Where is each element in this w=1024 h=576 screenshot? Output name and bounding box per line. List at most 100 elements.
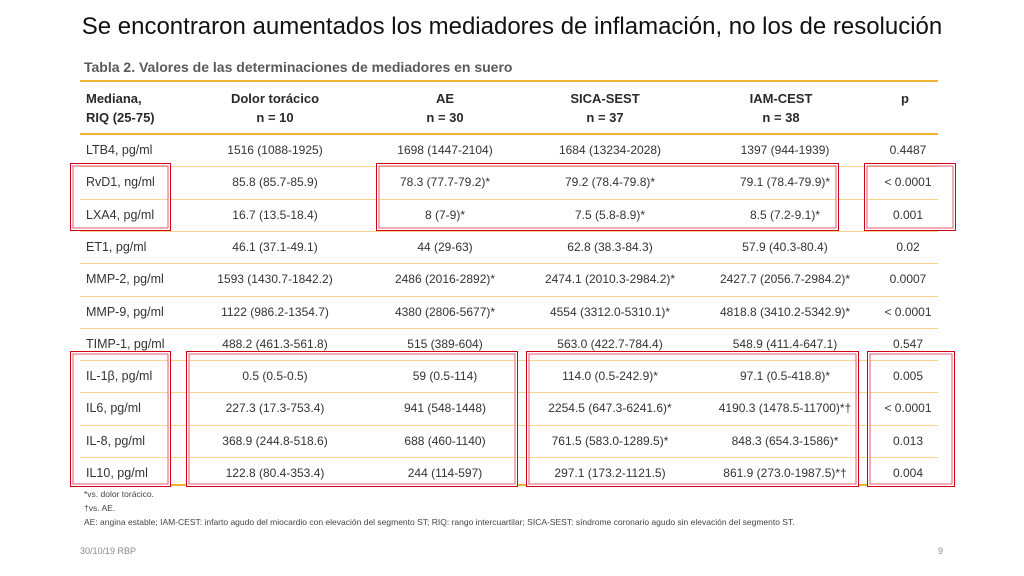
header-line-1: AE (435, 91, 455, 106)
header-label-col: Mediana, RIQ (25-75) (86, 89, 155, 127)
row-separator (80, 295, 938, 297)
row-separator (80, 230, 938, 232)
header-p: p (870, 89, 940, 108)
table-cell: 2474.1 (2010.3-2984.2)* (544, 272, 676, 287)
table-cell: 563.0 (422.7-784.4) (557, 336, 663, 351)
row-separator (80, 392, 938, 394)
table-cell: 114.0 (0.5-242.9)* (562, 369, 658, 384)
header-line-2: n = 30 (426, 110, 464, 125)
table-cell: 1516 (1088-1925) (227, 143, 323, 157)
highlight-box-values-top (376, 163, 839, 231)
row-separator (80, 166, 938, 168)
slide-date: 30/10/19 RBP (80, 546, 137, 556)
header-line-1: SICA-SEST (570, 91, 640, 106)
highlight-box-p-bottom (867, 351, 955, 487)
table-cell: 0.013 (892, 433, 924, 448)
row-label: IL10, pg/ml (86, 466, 148, 480)
row-label: LTB4, pg/ml (86, 143, 153, 157)
table-cell: 97.1 (0.5-418.8)* (739, 369, 831, 384)
bottom-rule (80, 484, 938, 486)
table-cell: 85.8 (85.7-85.9) (232, 175, 318, 190)
row-label: IL6, pg/ml (86, 401, 141, 416)
table-cell: 0.001 (892, 207, 924, 222)
table-cell: 78.3 (77.7-79.2)* (399, 175, 491, 190)
top-rule (80, 80, 938, 82)
table-cell: 1122 (986.2-1354.7) (221, 304, 329, 319)
highlight-box-labels-bottom (70, 351, 171, 487)
table-cell: 57.9 (40.3-80.4) (742, 239, 828, 254)
table-cell: 4380 (2806-5677)* (394, 304, 496, 319)
table-cell: 122.8 (80.4-353.4) (225, 466, 325, 480)
page-number: 9 (938, 546, 944, 556)
table-cell: 548.9 (411.4-647.1) (732, 336, 838, 351)
table-cell: 2486 (2016-2892)* (394, 272, 496, 287)
table-cell: 46.1 (37.1-49.1) (232, 239, 318, 254)
footnote-vs-dolor: *vs. dolor torácico. (84, 489, 154, 499)
table-cell: 1397 (944-1939) (740, 143, 830, 157)
row-label: IL-8, pg/ml (86, 433, 146, 448)
table-cell: 1593 (1430.7-1842.2) (217, 272, 333, 287)
footnote-abbreviations: AE: angina estable; IAM-CEST: infarto ag… (84, 517, 795, 527)
row-label: MMP-2, pg/ml (86, 272, 164, 287)
table-cell: 848.3 (654.3-1586)* (731, 433, 839, 448)
row-label: RvD1, ng/ml (86, 175, 155, 190)
table-cell: 0.005 (892, 369, 924, 384)
table-cell: 4554 (3312.0-5310.1)* (549, 304, 671, 319)
header-rule (80, 133, 938, 135)
table-caption: Tabla 2. Valores de las determinaciones … (84, 59, 513, 75)
table-cell: 4818.8 (3410.2-5342.9)* (719, 304, 851, 319)
highlight-box-values-bottom-left (186, 351, 518, 487)
header-line-2: n = 10 (256, 110, 294, 125)
table-cell: 0.0007 (889, 272, 927, 287)
row-separator (80, 457, 938, 458)
slide-title: Se encontraron aumentados los mediadores… (81, 13, 943, 40)
highlight-box-values-bottom-right (526, 351, 859, 487)
row-separator (80, 198, 938, 200)
header-ae: AE n = 30 (380, 89, 510, 127)
table-cell: 7.5 (5.8-8.9)* (574, 207, 646, 222)
table-cell: 368.9 (244.8-518.6) (222, 433, 328, 448)
table-cell: 761.5 (583.0-1289.5)* (551, 433, 669, 448)
header-line-1: IAM-CEST (749, 91, 813, 106)
table-cell: < 0.0001 (884, 401, 932, 416)
table-cell: 0.4487 (889, 143, 927, 157)
table-cell: 0.5 (0.5-0.5) (242, 369, 308, 384)
table-cell: 44 (29-63) (417, 239, 473, 254)
table-cell: 16.7 (13.5-18.4) (232, 207, 318, 222)
highlight-box-p-top (864, 163, 956, 231)
header-line-2: n = 38 (762, 110, 800, 125)
row-separator (80, 263, 938, 265)
header-line-1: Dolor torácico (230, 91, 320, 106)
table-cell: 0.004 (892, 466, 924, 480)
table-cell: 2427.7 (2056.7-2984.2)* (719, 272, 851, 287)
table-cell: 861.9 (273.0-1987.5)*† (723, 466, 847, 480)
table-cell: < 0.0001 (884, 175, 932, 190)
header-line-2: n = 37 (586, 110, 624, 125)
table-cell: 0.02 (896, 239, 920, 254)
table-cell: 515 (389-604) (407, 336, 483, 351)
header-sica-sest: SICA-SEST n = 37 (540, 89, 670, 127)
table-cell: 1698 (1447-2104) (397, 143, 493, 157)
table-cell: 4190.3 (1478.5-11700)*† (718, 401, 852, 416)
table-cell: 8 (7-9)* (424, 207, 465, 222)
table-cell: 59 (0.5-114) (412, 369, 478, 384)
header-line-1: p (901, 91, 909, 106)
table-cell: 8.5 (7.2-9.1)* (749, 207, 821, 222)
table-cell: 2254.5 (647.3-6241.6)* (548, 401, 672, 416)
table-cell: 79.1 (78.4-79.9)* (739, 175, 831, 190)
table-cell: 0.547 (892, 336, 924, 351)
table-cell: 688 (460-1140) (404, 433, 486, 448)
header-line-1: Mediana, (86, 91, 142, 106)
row-separator (80, 424, 938, 426)
table-cell: 227.3 (17.3-753.4) (225, 401, 325, 416)
table-cell: 79.2 (78.4-79.8)* (564, 175, 656, 190)
header-dolor-toracico: Dolor torácico n = 10 (210, 89, 340, 127)
footnote-vs-ae: †vs. AE. (84, 503, 116, 513)
row-label: LXA4, pg/ml (86, 207, 155, 222)
header-iam-cest: IAM-CEST n = 38 (716, 89, 846, 127)
table-cell: 297.1 (173.2-1121.5) (554, 466, 666, 480)
table-cell: 1684 (13234-2028) (558, 143, 662, 157)
table-cell: 488.2 (461.3-561.8) (222, 336, 328, 351)
row-label: TIMP-1, pg/ml (86, 336, 165, 351)
row-separator (80, 360, 938, 362)
